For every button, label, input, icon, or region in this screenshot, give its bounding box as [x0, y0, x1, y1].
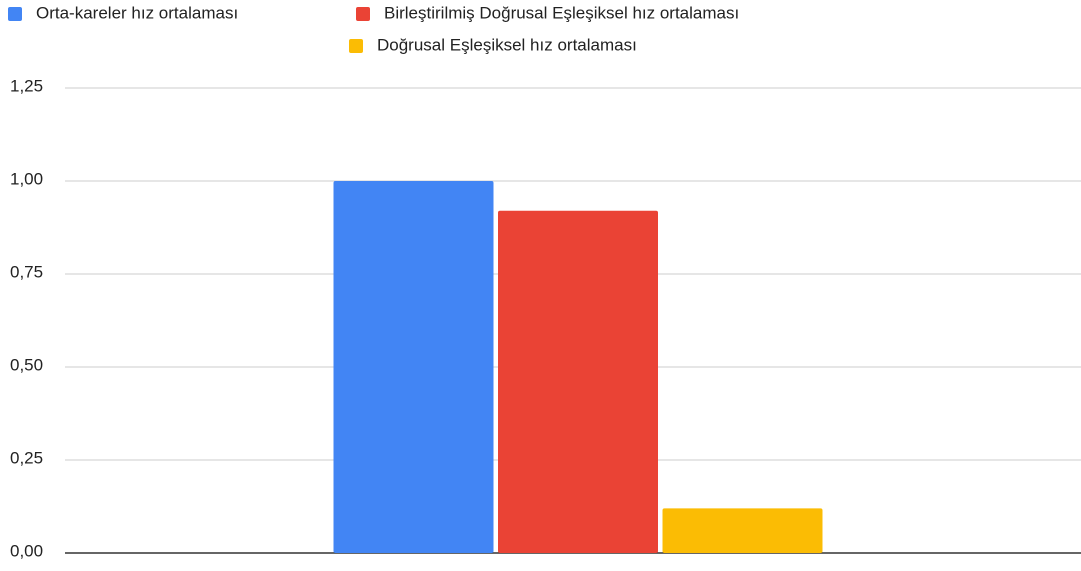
bar: [333, 181, 494, 553]
legend-label: Doğrusal Eşleşiksel hız ortalaması: [377, 35, 637, 54]
y-tick-label: 1,25: [10, 76, 43, 95]
legend-swatch: [349, 39, 363, 53]
y-tick-label: 1,00: [10, 169, 43, 188]
bar: [498, 210, 658, 553]
legend-swatch: [8, 7, 22, 21]
y-tick-label: 0,25: [10, 448, 43, 467]
y-tick-label: 0,75: [10, 262, 43, 281]
legend-label: Orta-kareler hız ortalaması: [36, 3, 238, 22]
bar: [662, 508, 823, 553]
y-tick-label: 0,00: [10, 541, 43, 560]
legend-swatch: [356, 7, 370, 21]
y-tick-label: 0,50: [10, 355, 43, 374]
legend-label: Birleştirilmiş Doğrusal Eşleşiksel hız o…: [384, 3, 739, 22]
